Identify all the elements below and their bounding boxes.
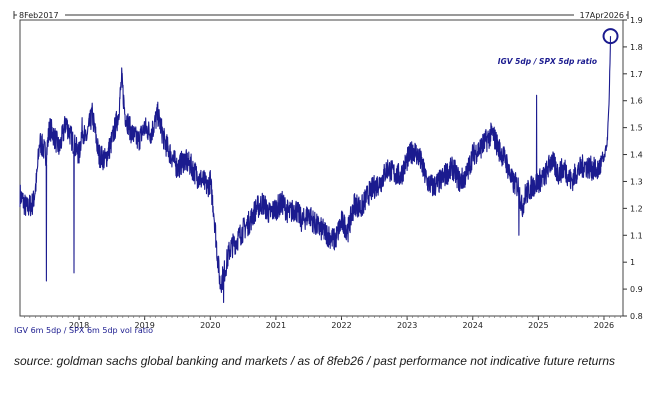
x-tick-label: 2020: [200, 321, 220, 330]
ratio-annotation: IGV 5dp / SPX 5dp ratio: [498, 57, 597, 66]
series-group: [19, 36, 612, 304]
y-tick-label: 0.8: [630, 312, 643, 321]
plot-frame: [19, 19, 624, 317]
x-axis: 2018 2019 2020 2021 2022 2023 2024 2025 2026: [24, 316, 621, 330]
source-caption: source: goldman sachs global banking and…: [14, 354, 616, 368]
x-tick-label: 2018: [69, 321, 89, 330]
y-tick-label: 1.3: [630, 177, 643, 186]
y-tick-label: 1.5: [630, 124, 643, 133]
start-label-bg: [17, 9, 65, 21]
y-tick-label: 1.6: [630, 97, 643, 106]
x-tick-label: 2022: [331, 321, 351, 330]
y-tick-label: 0.9: [630, 285, 643, 294]
y-tick-label: 1.4: [630, 151, 643, 160]
series-name-label: IGV 6m 5dp / SPX 6m 5dp vol ratio: [14, 326, 153, 335]
y-tick-label: 1.9: [630, 16, 643, 25]
x-tick-label: 2019: [134, 321, 154, 330]
x-tick-label: 2023: [397, 321, 417, 330]
end-label-bg: [574, 9, 626, 21]
line-chart: 8Feb2017 17Apr2026 0.8 0.9 1 1.1 1.2 1.3 1.4 1.…: [13, 9, 643, 335]
start-date-label: 8Feb2017: [19, 11, 59, 20]
y-tick-label: 1.7: [630, 70, 643, 79]
x-tick-label: 2025: [528, 321, 548, 330]
y-tick-label: 1.2: [630, 204, 643, 213]
x-tick-label: 2024: [463, 321, 483, 330]
x-tick-label: 2021: [266, 321, 286, 330]
x-tick-label: 2026: [594, 321, 614, 330]
y-axis: 0.8 0.9 1 1.1 1.2 1.3 1.4 1.5 1.6 1.7 1.8 1.9: [623, 16, 643, 321]
y-tick-label: 1: [630, 258, 635, 267]
end-date-label: 17Apr2026: [580, 11, 624, 20]
y-tick-label: 1.8: [630, 43, 643, 52]
end-point-marker: [602, 28, 619, 45]
series-line: [19, 36, 612, 304]
y-tick-label: 1.1: [630, 231, 643, 240]
